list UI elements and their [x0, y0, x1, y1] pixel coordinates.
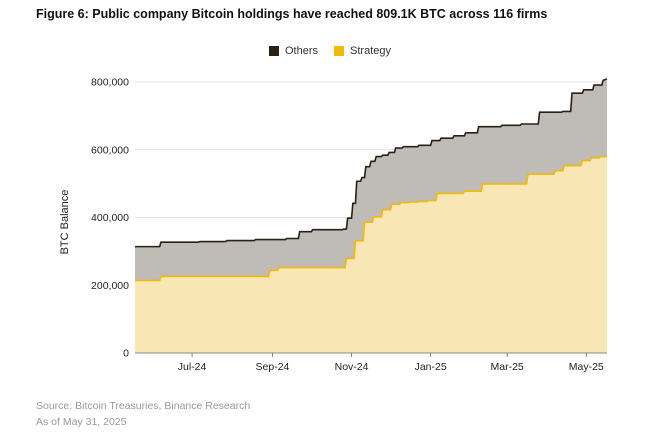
x-tick-label: Sep-24: [256, 361, 290, 373]
legend-swatch-strategy: [334, 46, 345, 56]
legend-item-others: Others: [269, 45, 318, 57]
chart-footer: Source: Bitcoin Treasuries, Binance Rese…: [36, 398, 250, 430]
y-tick-label: 0: [123, 348, 129, 360]
legend-item-strategy: Strategy: [334, 45, 391, 57]
chart-area: 0 200,000 400,000 600,000 800,000 Jul-24 Sep-…: [59, 77, 608, 373]
source-note: Source: Bitcoin Treasuries, Binance Rese…: [36, 400, 251, 412]
y-tick-label: 200,000: [91, 280, 129, 292]
y-axis-ticks: 0 200,000 400,000 600,000 800,000: [91, 77, 129, 360]
others-line: [135, 78, 608, 248]
y-tick-label: 400,000: [91, 212, 129, 224]
y-tick-label: 600,000: [91, 144, 129, 156]
chart-legend: Others Strategy: [0, 45, 660, 57]
x-tick-label: Jan-25: [415, 361, 447, 373]
x-tick-label: Mar-25: [491, 361, 524, 373]
as-of-note: As of May 31, 2025: [36, 416, 127, 428]
strategy-line: [135, 155, 607, 282]
y-axis-label: BTC Balance: [59, 190, 71, 255]
y-tick-label: 800,000: [91, 77, 129, 89]
strategy-area: [135, 156, 607, 353]
x-tick-label: Jul-24: [178, 361, 207, 373]
legend-label-others: Others: [285, 45, 319, 57]
figure-title: Figure 6: Public company Bitcoin holding…: [36, 7, 548, 21]
legend-swatch-others: [269, 46, 279, 56]
x-tick-label: May-25: [569, 361, 604, 373]
x-tick-label: Nov-24: [335, 361, 369, 373]
legend-label-strategy: Strategy: [350, 45, 391, 57]
others-area: [135, 78, 607, 281]
x-axis-ticks: Jul-24 Sep-24 Nov-24 Jan-25 Mar-25 May-25: [178, 353, 604, 373]
